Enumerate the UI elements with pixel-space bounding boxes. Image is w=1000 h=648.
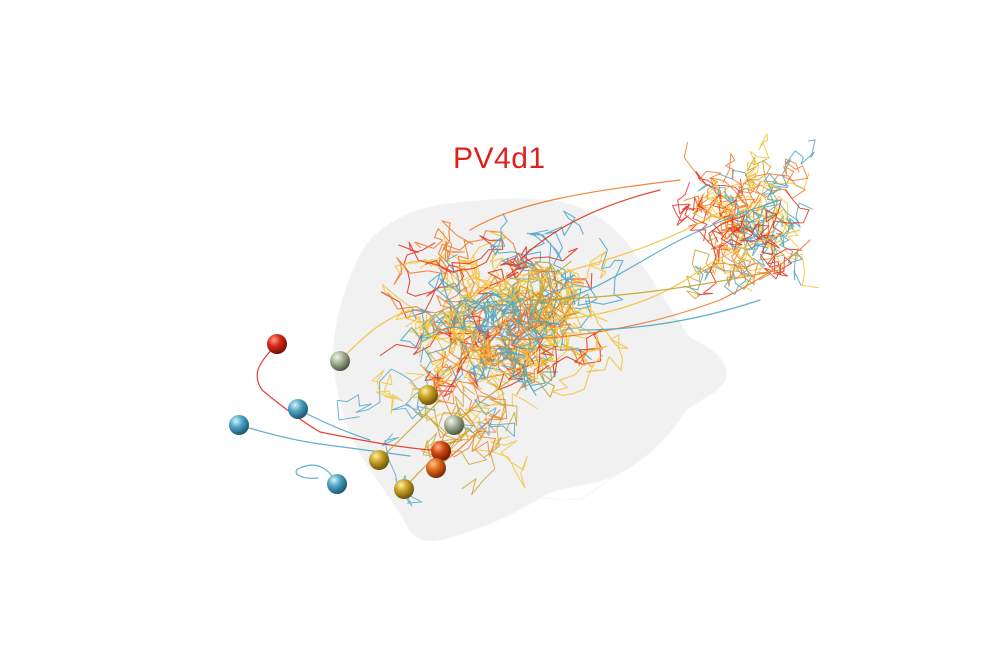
- neurite-branch: [526, 269, 566, 366]
- soma-orange: [426, 458, 446, 478]
- soma-gold-1: [418, 385, 438, 405]
- soma-cyan-2: [288, 399, 308, 419]
- neurite-branch: [701, 243, 759, 285]
- neurite-branch: [711, 233, 749, 276]
- neurite-branch: [459, 399, 516, 437]
- neurite-branch: [519, 189, 661, 261]
- neurite-traces: [238, 133, 819, 507]
- soma-cyan-1: [229, 415, 249, 435]
- neurite-branch: [697, 213, 746, 296]
- neurite-branch: [405, 277, 539, 332]
- neurite-branch: [683, 260, 753, 295]
- neurite-branch: [743, 133, 779, 190]
- neurite-branch: [471, 247, 579, 344]
- neurite-branch: [394, 240, 490, 311]
- neurite-branch: [686, 221, 727, 300]
- neuron-type-label: PV4d1: [453, 142, 546, 175]
- soma-sage: [330, 351, 350, 371]
- soma-orangered: [431, 441, 451, 461]
- neurite-branch: [692, 153, 744, 215]
- neurite-branch: [759, 248, 803, 280]
- neurite-branch: [295, 464, 338, 485]
- soma-gold-2: [369, 450, 389, 470]
- neurite-branch: [539, 199, 741, 281]
- neurite-branch: [761, 139, 816, 195]
- neurite-branch: [371, 369, 403, 415]
- neurite-branch: [432, 346, 511, 400]
- neurite-branch: [256, 343, 442, 452]
- neurite-branch: [398, 235, 504, 273]
- neurite-branch: [762, 202, 813, 255]
- neurite-branch: [537, 328, 603, 378]
- neurite-branch: [737, 158, 806, 204]
- neurite-branch: [472, 254, 536, 303]
- neurite-branch: [512, 293, 575, 392]
- soma-gold-3: [394, 479, 414, 499]
- neurite-branch: [552, 268, 608, 324]
- neurite-branch: [434, 254, 488, 333]
- neurite-branch: [400, 308, 490, 349]
- neurite-branch: [406, 372, 481, 438]
- soma-cyan-3: [327, 474, 347, 494]
- neurite-branch: [579, 299, 761, 331]
- neurite-branch: [473, 435, 528, 489]
- neurite-branch: [499, 239, 811, 341]
- neurite-branch: [677, 182, 743, 262]
- neurite-branch: [702, 179, 758, 247]
- neurite-branch: [469, 179, 681, 231]
- neurite-branch: [431, 350, 497, 414]
- neurite-branch: [421, 290, 522, 336]
- neurite-branch: [470, 382, 538, 425]
- neurite-branch: [574, 306, 629, 373]
- soma-sage-2: [444, 415, 464, 435]
- soma-markers: [229, 334, 464, 499]
- neurite-branch: [519, 269, 781, 301]
- neurite-branch: [535, 295, 588, 366]
- neurite-branch: [414, 220, 474, 292]
- neurite-branch: [539, 229, 801, 321]
- soma-red: [267, 334, 287, 354]
- neurite-branch: [559, 199, 781, 301]
- neurite-branch: [461, 365, 506, 496]
- neurite-branch: [672, 194, 707, 242]
- neurite-branch: [739, 199, 783, 256]
- neurite-branch: [551, 331, 608, 396]
- neurite-branch: [454, 385, 518, 432]
- neurite-branch: [467, 346, 558, 396]
- neurite-branch: [728, 185, 779, 252]
- neurite-branch: [744, 156, 791, 229]
- neurite-branch: [504, 299, 561, 340]
- neurite-branch: [336, 368, 419, 421]
- neurite-branch: [483, 295, 577, 365]
